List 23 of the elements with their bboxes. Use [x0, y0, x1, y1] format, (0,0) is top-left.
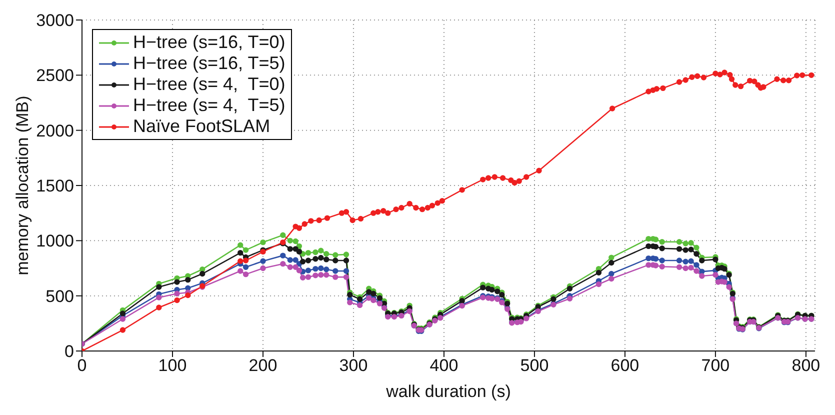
y-tick-label: 1500 [36, 176, 74, 196]
legend-label: H−tree (s=16, T=5) [133, 53, 286, 74]
x-tick-label: 700 [701, 356, 730, 376]
x-tick-label: 300 [339, 356, 368, 376]
y-tick-label: 1000 [36, 232, 74, 251]
x-tick-label: 400 [430, 356, 458, 376]
x-tick-label: 0 [77, 356, 87, 376]
y-tick-label: 2000 [36, 121, 74, 140]
x-tick-label: 800 [792, 356, 820, 376]
x-tick-label: 600 [610, 356, 640, 376]
legend-label: H−tree (s= 4, T=0) [133, 74, 286, 95]
x-tick-label: 100 [158, 356, 187, 376]
x-axis-title: walk duration (s) [385, 382, 511, 401]
y-tick-label: 500 [46, 286, 74, 306]
y-axis-title: memory allocation (MB) [13, 96, 32, 276]
y-tick-label: 2500 [36, 66, 74, 86]
x-tick-label: 500 [520, 356, 549, 376]
legend-label: Naïve FootSLAM [133, 116, 270, 137]
y-tick-label: 3000 [36, 11, 74, 30]
y-tick-label: 0 [64, 342, 74, 362]
x-tick-label: 200 [248, 356, 278, 376]
legend-label: H−tree (s=16, T=0) [133, 32, 286, 53]
legend-label: H−tree (s= 4, T=5) [133, 95, 286, 116]
